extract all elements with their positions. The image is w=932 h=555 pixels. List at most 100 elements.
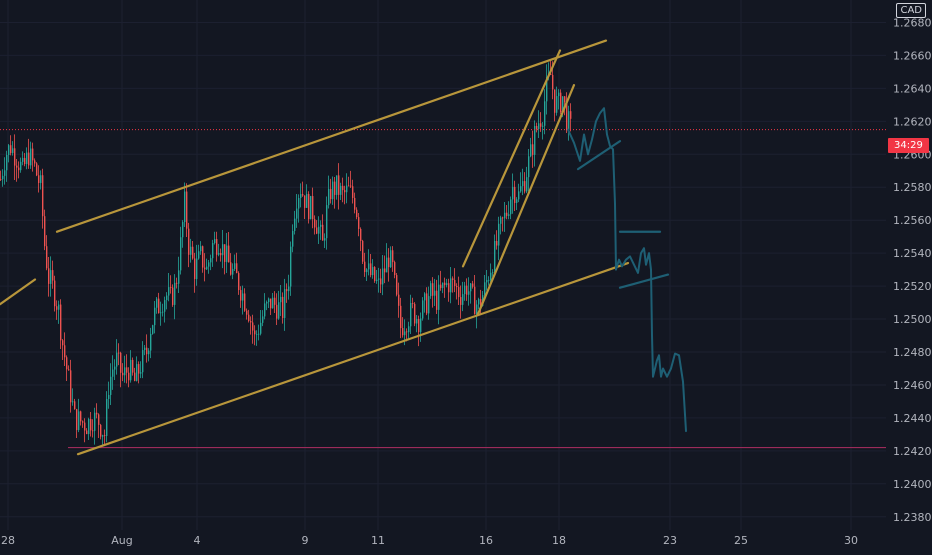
candle-body: [364, 261, 366, 273]
time-tick-label: 18: [552, 534, 566, 547]
candle-body: [432, 283, 434, 296]
candle-body: [178, 270, 180, 284]
candle-body: [116, 352, 118, 367]
candle-body: [366, 269, 368, 273]
candle-body: [90, 419, 92, 431]
candle-body: [290, 246, 292, 287]
candle-body: [36, 163, 38, 176]
candle-body: [228, 245, 230, 263]
candle-body: [86, 430, 88, 435]
candle-body: [136, 364, 138, 381]
candle-body: [550, 73, 552, 75]
candle-body: [72, 401, 74, 403]
candle-body: [494, 241, 496, 273]
candle-body: [400, 305, 402, 329]
candle-body: [200, 246, 202, 252]
wedge-lower-line[interactable]: [476, 83, 576, 316]
projection-level-1[interactable]: [576, 140, 622, 171]
candle-body: [318, 226, 320, 234]
candle-body: [2, 175, 4, 180]
currency-badge[interactable]: CAD: [896, 3, 926, 18]
price-tick-label: 1.25000: [893, 313, 932, 326]
candle-body: [138, 364, 140, 374]
candle-body: [234, 263, 236, 269]
candle-body: [530, 144, 532, 157]
candle-body: [556, 96, 558, 113]
chart-grid: [0, 0, 886, 530]
candle-body: [250, 321, 252, 323]
candle-body: [420, 318, 422, 333]
candle-body: [392, 250, 394, 263]
candle-body: [210, 258, 212, 263]
candle-body: [326, 205, 328, 239]
candle-body: [66, 357, 68, 370]
candle-body: [300, 194, 302, 198]
candle-body: [342, 185, 344, 191]
candle-body: [444, 282, 446, 286]
candle-body: [52, 270, 54, 281]
candle-body: [236, 263, 238, 274]
candle-body: [264, 303, 266, 317]
price-tick-label: 1.25800: [893, 181, 932, 194]
channel-upper-line[interactable]: [55, 39, 608, 233]
candle-body: [412, 302, 414, 304]
candle-body: [404, 331, 406, 336]
time-tick-label: 25: [734, 534, 748, 547]
candle-body: [38, 175, 40, 183]
candle-body: [450, 278, 452, 293]
candle-body: [110, 376, 112, 395]
candle-body: [464, 285, 466, 295]
candle-body: [296, 208, 298, 219]
candle-body: [498, 223, 500, 246]
candle-body: [152, 325, 154, 334]
candle-body: [254, 330, 256, 335]
candle-body: [160, 312, 162, 314]
projection-level-3[interactable]: [618, 273, 670, 289]
candle-body: [426, 293, 428, 314]
wedge-upper-line[interactable]: [461, 49, 562, 268]
candle-body: [416, 318, 418, 324]
candle-body: [190, 246, 192, 255]
time-tick-label: Aug: [111, 534, 132, 547]
candle-body: [458, 287, 460, 298]
candle-body: [144, 347, 146, 351]
candle-body: [384, 268, 386, 273]
candle-body: [240, 290, 242, 301]
time-tick-label: 4: [194, 534, 201, 547]
current-price-tag: 34:29: [888, 138, 929, 153]
candle-body: [46, 246, 48, 269]
candle-body: [18, 167, 20, 171]
channel-lower-line[interactable]: [76, 261, 630, 456]
candle-body: [266, 302, 268, 304]
candle-body: [390, 250, 392, 268]
time-tick-label: 30: [844, 534, 858, 547]
candle-body: [462, 294, 464, 305]
candle-body: [488, 279, 490, 281]
candle-body: [198, 251, 200, 259]
candle-body: [282, 296, 284, 318]
candle-body: [536, 125, 538, 130]
candle-body: [348, 185, 350, 187]
candle-body: [520, 186, 522, 192]
candle-body: [538, 123, 540, 130]
candle-body: [292, 230, 294, 247]
candle-body: [162, 311, 164, 313]
candle-body: [56, 306, 58, 310]
candle-body: [490, 272, 492, 280]
candle-body: [306, 193, 308, 208]
candle-body: [406, 331, 408, 333]
left-trend-stub[interactable]: [0, 278, 37, 306]
candle-body: [130, 359, 132, 381]
candle-body: [202, 246, 204, 268]
candle-body: [84, 422, 86, 431]
price-tick-label: 1.25400: [893, 247, 932, 260]
candle-body: [442, 282, 444, 289]
candle-body: [214, 239, 216, 244]
price-tick-label: 1.26400: [893, 82, 932, 95]
projection-path[interactable]: [567, 107, 687, 433]
candle-body: [48, 268, 50, 284]
candle-body: [396, 275, 398, 295]
candle-body: [508, 214, 510, 216]
